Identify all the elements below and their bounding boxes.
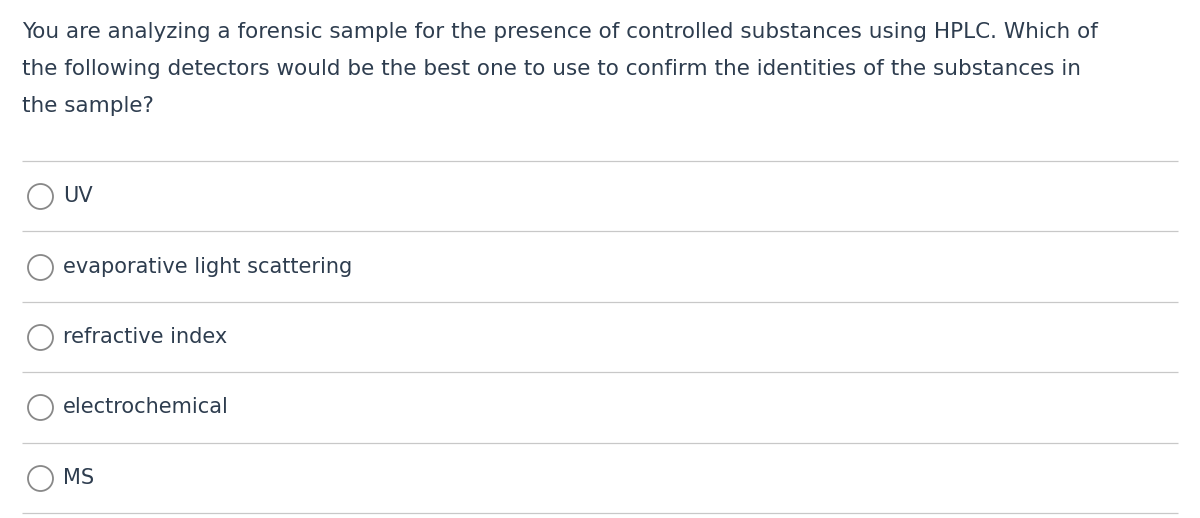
Text: You are analyzing a forensic sample for the presence of controlled substances us: You are analyzing a forensic sample for …: [22, 22, 1098, 42]
Text: refractive index: refractive index: [64, 327, 227, 347]
Text: MS: MS: [64, 468, 94, 488]
Text: the sample?: the sample?: [22, 96, 154, 116]
Text: UV: UV: [64, 186, 92, 206]
Text: electrochemical: electrochemical: [64, 397, 229, 418]
Text: evaporative light scattering: evaporative light scattering: [64, 256, 353, 277]
Text: the following detectors would be the best one to use to confirm the identities o: the following detectors would be the bes…: [22, 59, 1081, 79]
